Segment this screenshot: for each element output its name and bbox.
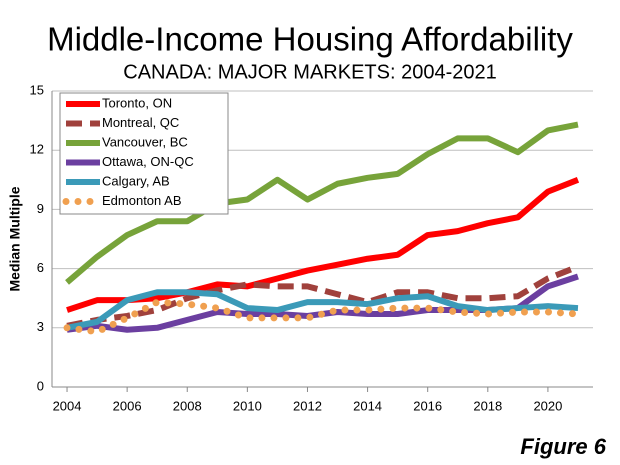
legend-label: Calgary, AB: [102, 173, 170, 188]
series-line: [66, 263, 580, 329]
series-line: [66, 177, 580, 313]
chart-title: Middle-Income Housing Affordability: [47, 21, 573, 58]
x-tick-label: 2016: [413, 398, 442, 413]
legend-label: Toronto, ON: [102, 95, 172, 110]
legend-label: Edmonton AB: [102, 193, 182, 208]
x-tick-label: 2008: [173, 398, 202, 413]
series-line: [63, 298, 582, 336]
y-tick-label: 12: [30, 142, 44, 157]
x-tick-label: 2014: [353, 398, 382, 413]
series-line: [66, 289, 579, 331]
x-tick-label: 2018: [473, 398, 502, 413]
x-tick-label: 2010: [233, 398, 262, 413]
x-tick-label: 2012: [293, 398, 322, 413]
y-axis-label: Median Multiple: [7, 186, 23, 291]
x-tick-label: 2006: [113, 398, 142, 413]
x-tick-label: 2020: [533, 398, 562, 413]
legend-label: Montreal, QC: [102, 115, 179, 130]
y-tick-label: 9: [37, 201, 44, 216]
legend-box: [59, 92, 229, 215]
annotation: Figure 6: [520, 434, 606, 459]
series-line: [65, 121, 579, 285]
y-tick-label: 0: [37, 378, 44, 393]
y-tick-label: 6: [37, 260, 44, 275]
chart-subtitle: CANADA: MAJOR MARKETS: 2004-2021: [123, 61, 496, 83]
x-tick-label: 2004: [53, 398, 82, 413]
legend-label: Vancouver, BC: [102, 134, 188, 149]
y-tick-label: 3: [37, 319, 44, 334]
y-tick-label: 15: [30, 82, 44, 97]
legend-label: Ottawa, ON-QC: [102, 154, 194, 169]
